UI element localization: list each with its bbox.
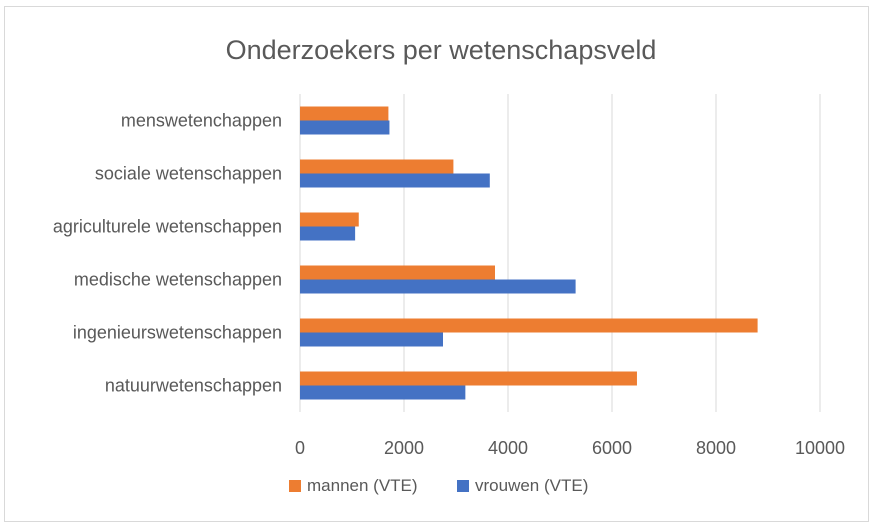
x-tick-label: 8000 bbox=[696, 438, 736, 458]
bar-mannen-4 bbox=[300, 318, 758, 333]
x-tick-label: 6000 bbox=[592, 438, 632, 458]
gridlines bbox=[299, 94, 821, 412]
bar-mannen-2 bbox=[300, 212, 359, 227]
legend-swatch-mannen bbox=[289, 480, 301, 492]
legend: mannen (VTE) vrouwen (VTE) bbox=[289, 476, 588, 495]
x-axis-tick-labels: 0 2000 4000 6000 8000 10000 bbox=[295, 438, 845, 458]
bars bbox=[300, 106, 758, 400]
bar-vrouwen-1 bbox=[300, 173, 490, 188]
legend-swatch-vrouwen bbox=[457, 480, 469, 492]
chart-area: Onderzoekers per wetenschapsveld menswet… bbox=[4, 6, 869, 522]
category-label: ingenieurswetenschappen bbox=[73, 323, 282, 343]
bar-chart: Onderzoekers per wetenschapsveld menswet… bbox=[53, 35, 845, 495]
bar-mannen-0 bbox=[300, 106, 389, 121]
bar-mannen-1 bbox=[300, 159, 454, 174]
bar-vrouwen-2 bbox=[300, 226, 356, 241]
category-label: medische wetenschappen bbox=[74, 270, 282, 290]
category-label: sociale wetenschappen bbox=[95, 164, 282, 184]
bar-vrouwen-5 bbox=[300, 385, 466, 400]
category-label: agriculturele wetenschappen bbox=[53, 217, 282, 237]
bar-vrouwen-4 bbox=[300, 332, 443, 347]
legend-label-mannen: mannen (VTE) bbox=[307, 476, 418, 495]
x-tick-label: 2000 bbox=[384, 438, 424, 458]
x-tick-label: 10000 bbox=[795, 438, 845, 458]
category-label: natuurwetenschappen bbox=[105, 376, 282, 396]
legend-label-vrouwen: vrouwen (VTE) bbox=[475, 476, 588, 495]
bar-mannen-3 bbox=[300, 265, 495, 280]
bar-vrouwen-3 bbox=[300, 279, 576, 294]
x-tick-label: 0 bbox=[295, 438, 305, 458]
x-tick-label: 4000 bbox=[488, 438, 528, 458]
bar-mannen-5 bbox=[300, 371, 637, 386]
category-labels: menswetenchappen sociale wetenschappen agr… bbox=[53, 111, 282, 396]
chart-title: Onderzoekers per wetenschapsveld bbox=[226, 35, 657, 65]
category-label: menswetenchappen bbox=[121, 111, 282, 131]
bar-vrouwen-0 bbox=[300, 120, 390, 135]
